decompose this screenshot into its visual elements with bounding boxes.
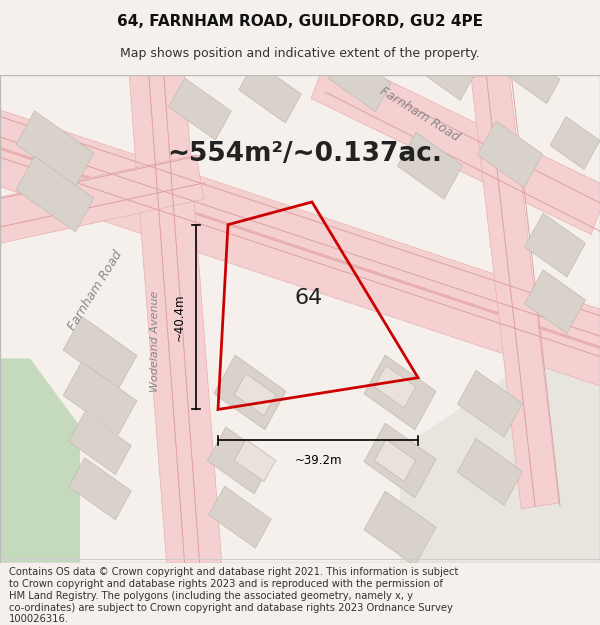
Text: Farnham Road: Farnham Road [65, 248, 125, 332]
Polygon shape [69, 412, 131, 474]
Text: 64: 64 [295, 288, 323, 308]
Polygon shape [169, 78, 231, 140]
Polygon shape [400, 313, 600, 562]
Polygon shape [214, 355, 286, 430]
Polygon shape [235, 439, 275, 481]
Polygon shape [16, 156, 94, 232]
Polygon shape [329, 50, 391, 112]
Polygon shape [364, 355, 436, 430]
Polygon shape [471, 72, 559, 509]
Text: 100026316.: 100026316. [9, 614, 69, 624]
Polygon shape [500, 46, 560, 104]
Polygon shape [209, 486, 271, 548]
Text: Map shows position and indicative extent of the property.: Map shows position and indicative extent… [120, 48, 480, 61]
Polygon shape [311, 51, 600, 234]
Text: HM Land Registry. The polygons (including the associated geometry, namely x, y: HM Land Registry. The polygons (includin… [9, 591, 413, 601]
Polygon shape [239, 61, 301, 123]
Polygon shape [69, 458, 131, 520]
Polygon shape [63, 316, 137, 389]
Polygon shape [0, 96, 600, 399]
Text: 64, FARNHAM ROAD, GUILDFORD, GU2 4PE: 64, FARNHAM ROAD, GUILDFORD, GU2 4PE [117, 14, 483, 29]
Polygon shape [16, 111, 94, 186]
Polygon shape [374, 366, 416, 408]
Polygon shape [128, 49, 223, 576]
Polygon shape [374, 439, 416, 481]
Polygon shape [63, 362, 137, 434]
Polygon shape [0, 155, 204, 244]
Text: Farnham Road: Farnham Road [378, 85, 462, 144]
Polygon shape [457, 439, 523, 505]
Text: to Crown copyright and database rights 2023 and is reproduced with the permissio: to Crown copyright and database rights 2… [9, 579, 443, 589]
Text: ~39.2m: ~39.2m [294, 454, 342, 467]
Polygon shape [364, 423, 436, 498]
Text: ~554m²/~0.137ac.: ~554m²/~0.137ac. [167, 141, 443, 168]
Polygon shape [478, 121, 542, 188]
Text: Wodeland Avenue: Wodeland Avenue [150, 291, 160, 392]
Polygon shape [235, 374, 275, 416]
Polygon shape [208, 427, 272, 494]
Polygon shape [0, 131, 600, 365]
Polygon shape [524, 213, 586, 277]
Polygon shape [0, 358, 80, 562]
Text: Contains OS data © Crown copyright and database right 2021. This information is : Contains OS data © Crown copyright and d… [9, 568, 458, 578]
Text: co-ordinates) are subject to Crown copyright and database rights 2023 Ordnance S: co-ordinates) are subject to Crown copyr… [9, 602, 453, 612]
Text: ~40.4m: ~40.4m [173, 293, 186, 341]
Polygon shape [414, 38, 476, 100]
Polygon shape [550, 117, 600, 169]
Polygon shape [524, 270, 586, 334]
Polygon shape [397, 132, 463, 199]
Polygon shape [457, 371, 523, 437]
Polygon shape [364, 491, 436, 566]
